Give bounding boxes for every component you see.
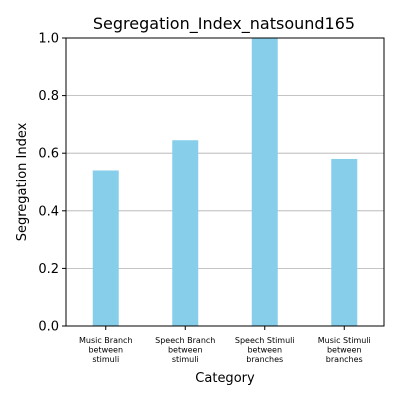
y-tick-label: 0.4 (38, 204, 59, 219)
bar (331, 158, 358, 326)
x-tick-label: Music Stimuli between branches (318, 336, 371, 364)
x-tick-label: Speech Branch between stimuli (155, 336, 215, 364)
y-tick-label: 0.2 (38, 262, 59, 277)
x-axis-ticks: Music Branch between stimuli Speech Branch b… (79, 326, 371, 364)
x-tick-label: Music Branch between stimuli (79, 336, 133, 364)
bars (92, 38, 358, 326)
x-axis-label: Category (195, 371, 255, 386)
y-axis-label: Segregation Index (15, 122, 30, 241)
bar (172, 140, 199, 326)
bar (251, 38, 278, 326)
plot-frame (65, 37, 385, 327)
y-tick-label: 0.6 (38, 147, 59, 162)
y-axis-ticks: 0.0 0.2 0.4 0.6 0.8 1.0 (38, 32, 66, 335)
bar (92, 170, 119, 326)
y-tick-label: 1.0 (38, 32, 59, 47)
x-tick-label: Speech Stimuli between branches (235, 336, 295, 364)
y-tick-label: 0.8 (38, 89, 59, 104)
y-tick-label: 0.0 (38, 320, 59, 335)
chart-title: Segregation_Index_natsound165 (93, 14, 355, 34)
